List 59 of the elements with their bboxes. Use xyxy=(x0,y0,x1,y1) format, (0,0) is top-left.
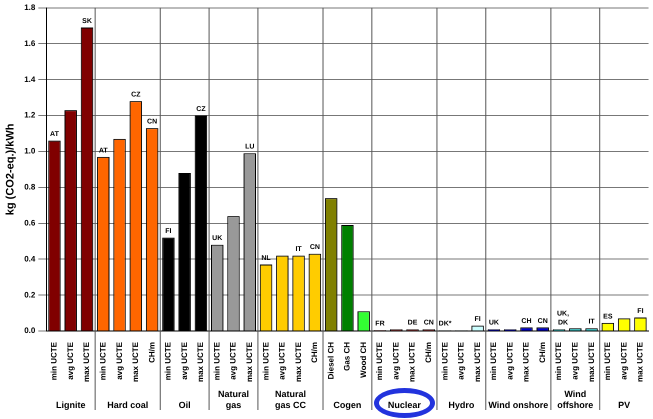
x-tick-label: max UCTE xyxy=(82,341,92,382)
text: Oil xyxy=(178,400,191,410)
x-tick-label: Wood CH xyxy=(358,342,368,378)
x-tick-label: avg UCTE xyxy=(570,341,580,380)
x-tick-label: max UCTE xyxy=(131,341,140,382)
y-tick-label: 1.0 xyxy=(24,146,36,156)
x-tick-label: Gas CH xyxy=(342,342,352,371)
x-tick-label: max UCTE xyxy=(196,341,206,382)
text: PV xyxy=(618,400,630,410)
x-tick-label: max UCTE xyxy=(586,341,596,382)
x-tick-label: min UCTE xyxy=(261,341,270,380)
x-tick-label: Diesel CH xyxy=(326,342,336,380)
y-tick-label: 0.8 xyxy=(24,182,36,192)
x-tick-label: min UCTE xyxy=(212,341,222,380)
x-tick-label: min UCTE xyxy=(440,341,450,380)
y-tick-label: 1.6 xyxy=(24,38,36,48)
x-tick-label: avg UCTE xyxy=(66,341,75,380)
x-tick-label: max UCTE xyxy=(244,341,254,382)
y-tick-label: 0.6 xyxy=(24,218,36,228)
y-axis-title: kg (CO2-eq.)/kWh xyxy=(4,123,17,216)
text: Hydro xyxy=(448,400,475,410)
text: Lignite xyxy=(56,400,86,410)
x-tick-label: CH/m xyxy=(310,342,320,363)
y-tick-label: 1.2 xyxy=(24,110,36,120)
x-tick-label: avg UCTE xyxy=(391,341,400,380)
x-tick-label: max UCTE xyxy=(294,341,303,382)
text: Cogen xyxy=(333,400,362,410)
y-tick-label: 1.4 xyxy=(24,74,36,84)
x-tick-label: min UCTE xyxy=(603,341,612,380)
x-tick-label: max UCTE xyxy=(522,341,531,382)
x-tick-label: CH/m xyxy=(147,342,156,363)
x-tick-label: min UCTE xyxy=(164,341,173,380)
x-tick-label: min UCTE xyxy=(554,341,564,380)
x-tick-label: max UCTE xyxy=(408,341,417,382)
x-tick-label: min UCTE xyxy=(375,341,384,380)
x-tick-label: avg UCTE xyxy=(505,341,514,380)
x-tick-label: max UCTE xyxy=(636,341,645,382)
y-tick-label: 0.0 xyxy=(24,326,36,336)
text: Hard coal xyxy=(107,400,148,410)
x-tick-label: avg UCTE xyxy=(456,341,466,380)
text: Wind onshore xyxy=(488,400,548,410)
x-tick-label: min UCTE xyxy=(489,341,498,380)
x-tick-label: avg UCTE xyxy=(180,341,189,380)
text: Nuclear xyxy=(388,400,422,410)
text: Natural gas xyxy=(218,389,250,410)
y-tick-label: 0.2 xyxy=(24,290,36,300)
x-tick-label: avg UCTE xyxy=(278,341,287,380)
x-tick-label: CH/m xyxy=(424,342,434,363)
x-tick-label: max UCTE xyxy=(472,341,482,382)
text: Wind offshore xyxy=(557,389,594,410)
y-tick-label: 1.8 xyxy=(24,3,36,12)
y-tick-label: 0.4 xyxy=(24,254,36,264)
x-tick-label: CH/m xyxy=(538,342,547,363)
x-tick-label: min UCTE xyxy=(50,341,59,380)
text: Natural gas CC xyxy=(274,389,306,410)
x-tick-label: min UCTE xyxy=(98,341,108,380)
x-tick-label: avg UCTE xyxy=(228,341,238,380)
x-tick-label: avg UCTE xyxy=(619,341,628,380)
x-tick-label: avg UCTE xyxy=(114,341,124,380)
